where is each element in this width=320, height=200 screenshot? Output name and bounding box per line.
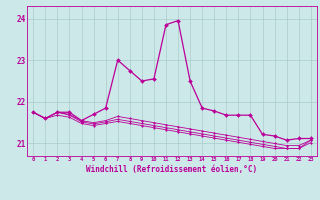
X-axis label: Windchill (Refroidissement éolien,°C): Windchill (Refroidissement éolien,°C) <box>86 165 258 174</box>
